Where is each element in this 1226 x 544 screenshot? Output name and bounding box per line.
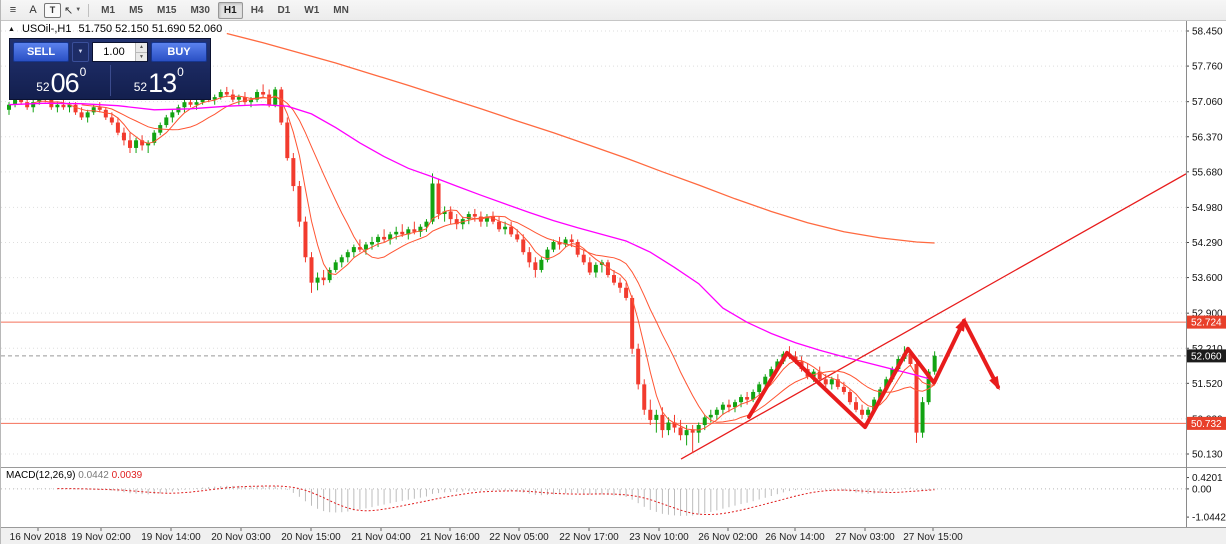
svg-text:53.600: 53.600 <box>1192 273 1223 284</box>
toolbar-separator <box>88 3 90 17</box>
buy-price-point: 0 <box>177 65 184 79</box>
ohlc-values: 51.750 52.150 51.690 52.060 <box>78 23 223 35</box>
timeframe-h1-button[interactable]: H1 <box>217 1 243 19</box>
spin-up-icon[interactable]: ▲ <box>136 43 147 53</box>
price-tag: 52.724 <box>1186 315 1226 329</box>
timeframe-m30-button[interactable]: M30 <box>184 2 215 19</box>
chevron-down-icon: ▼ <box>75 7 82 13</box>
svg-text:22 Nov 17:00: 22 Nov 17:00 <box>559 532 619 543</box>
timeframe-m15-button[interactable]: M15 <box>151 2 182 19</box>
svg-text:27 Nov 15:00: 27 Nov 15:00 <box>903 532 963 543</box>
macd-signal-line <box>57 485 935 515</box>
collapse-panel-icon[interactable]: ▲ <box>8 25 15 33</box>
svg-text:55.680: 55.680 <box>1192 167 1223 178</box>
buy-button[interactable]: BUY <box>151 42 207 62</box>
svg-text:56.370: 56.370 <box>1192 132 1223 143</box>
trendline[interactable] <box>680 173 1186 460</box>
macd-label: MACD(12,26,9) 0.0442 0.0039 <box>6 470 143 481</box>
price-tag: 50.732 <box>1186 416 1226 430</box>
symbol-label: USOil-,H1 <box>21 23 72 35</box>
macd-histogram <box>14 485 936 516</box>
svg-text:20 Nov 03:00: 20 Nov 03:00 <box>211 532 271 543</box>
svg-text:54.290: 54.290 <box>1192 238 1223 249</box>
svg-text:26 Nov 02:00: 26 Nov 02:00 <box>698 532 758 543</box>
volume-spin: ▲ ▼ <box>135 43 147 61</box>
svg-text:58.450: 58.450 <box>1192 27 1223 38</box>
svg-text:21 Nov 04:00: 21 Nov 04:00 <box>351 532 411 543</box>
svg-text:23 Nov 10:00: 23 Nov 10:00 <box>629 532 689 543</box>
sell-price-pips: 06 <box>50 68 80 99</box>
moving-average-line <box>226 32 935 244</box>
timeframe-w1-button[interactable]: W1 <box>298 2 325 19</box>
arrowhead <box>989 375 1000 391</box>
volume-input[interactable] <box>93 43 135 61</box>
timeframe-d1-button[interactable]: D1 <box>271 2 296 19</box>
svg-text:52.060: 52.060 <box>1191 351 1222 362</box>
svg-text:54.980: 54.980 <box>1192 203 1223 214</box>
trade-controls-row: SELL ▼ ▲ ▼ BUY <box>13 42 207 62</box>
timeframe-h4-button[interactable]: H4 <box>245 2 270 19</box>
buy-price-pips: 13 <box>148 68 177 99</box>
svg-text:0.4201: 0.4201 <box>1192 473 1223 484</box>
annotate-a-button[interactable]: A <box>29 4 37 16</box>
svg-text:0.00: 0.00 <box>1192 484 1212 495</box>
svg-text:19 Nov 14:00: 19 Nov 14:00 <box>141 532 201 543</box>
sell-price-prefix: 52 <box>36 80 50 94</box>
spin-down-icon[interactable]: ▼ <box>136 52 147 61</box>
svg-text:52.900: 52.900 <box>1192 309 1223 320</box>
order-type-dropdown[interactable]: ▼ <box>72 42 89 62</box>
svg-text:-1.0442: -1.0442 <box>1192 513 1226 524</box>
svg-text:26 Nov 14:00: 26 Nov 14:00 <box>765 532 825 543</box>
svg-text:52.210: 52.210 <box>1192 344 1223 355</box>
main-pane[interactable] <box>1 32 1186 460</box>
price-tag: 52.060 <box>1186 349 1226 363</box>
svg-text:21 Nov 16:00: 21 Nov 16:00 <box>420 532 480 543</box>
timeframe-m1-button[interactable]: M1 <box>95 2 121 19</box>
svg-text:20 Nov 15:00: 20 Nov 15:00 <box>281 532 341 543</box>
svg-text:52.724: 52.724 <box>1191 318 1222 329</box>
svg-text:50.130: 50.130 <box>1192 450 1223 461</box>
sell-price-point: 0 <box>79 65 87 79</box>
moving-average-line <box>81 96 935 423</box>
svg-text:19 Nov 02:00: 19 Nov 02:00 <box>71 532 131 543</box>
svg-text:50.732: 50.732 <box>1191 419 1222 430</box>
zigzag-arrow[interactable] <box>747 318 966 430</box>
chevron-down-icon: ▼ <box>77 49 84 55</box>
volume-stepper: ▲ ▼ <box>92 42 148 62</box>
timeframe-mn-button[interactable]: MN <box>327 2 355 19</box>
zigzag-arrow[interactable] <box>962 318 1000 389</box>
moving-average-line <box>33 95 935 431</box>
menu-icon[interactable]: ≡ <box>9 4 17 16</box>
buy-price-prefix: 52 <box>133 80 148 94</box>
toolbar: ≡ A T ↖ ▼ M1 M5 M15 M30 H1 H4 D1 W1 MN <box>1 0 1226 21</box>
text-tool-button[interactable]: T <box>44 2 61 18</box>
time-axis[interactable]: 16 Nov 2018 19 Nov 02:00 19 Nov 14:00 20 No… <box>1 527 1226 544</box>
svg-text:51.520: 51.520 <box>1192 379 1223 390</box>
moving-average-line <box>8 102 935 381</box>
pointer-icon: ↖ <box>64 4 74 17</box>
svg-text:27 Nov 03:00: 27 Nov 03:00 <box>835 532 895 543</box>
svg-text:16 Nov 2018: 16 Nov 2018 <box>10 532 67 543</box>
sell-price-display[interactable]: 52 06 0 <box>13 65 110 99</box>
svg-text:57.060: 57.060 <box>1192 97 1223 108</box>
buy-price-display[interactable]: 52 13 0 <box>109 65 208 99</box>
sell-button[interactable]: SELL <box>13 42 69 62</box>
timeframe-m5-button[interactable]: M5 <box>123 2 149 19</box>
svg-text:22 Nov 05:00: 22 Nov 05:00 <box>489 532 549 543</box>
svg-text:57.760: 57.760 <box>1192 62 1223 73</box>
chart-header: ▲ USOil-,H1 51.750 52.150 51.690 52.060 <box>8 23 222 35</box>
pointer-tool-button[interactable]: ↖ ▼ <box>63 1 82 19</box>
quote-display: 52 06 0 52 13 0 <box>13 65 208 99</box>
